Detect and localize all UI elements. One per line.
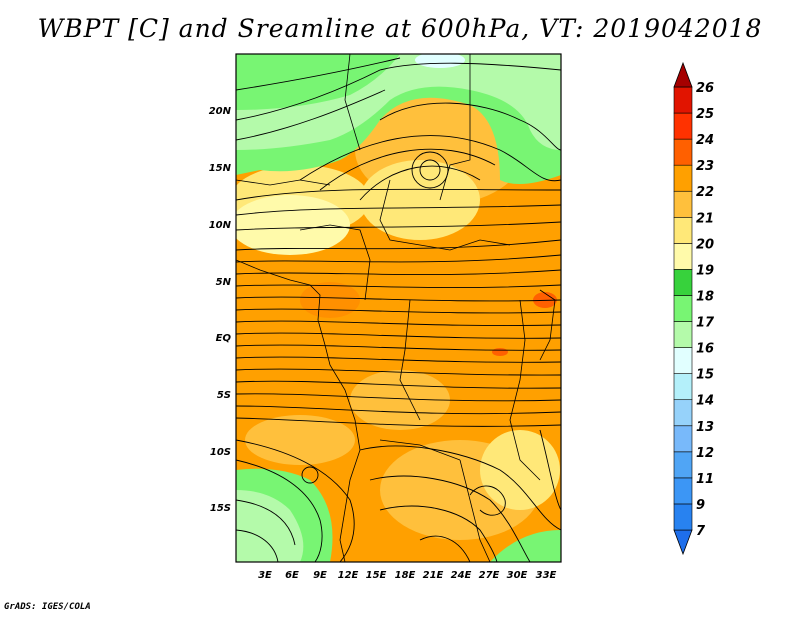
colorbar-label: 16 <box>696 342 714 357</box>
colorbar-label: 26 <box>696 81 714 96</box>
colorbar-segment <box>673 216 693 244</box>
colorbar-segment <box>673 243 693 270</box>
colorbar-label: 22 <box>696 185 714 200</box>
colorbar-label: 23 <box>696 159 714 174</box>
wbpt-field <box>236 54 561 562</box>
lon-label: 18E <box>395 570 416 581</box>
lon-axis: 3E 6E 9E 12E 15E 18E 21E 24E 27E 30E 33E <box>258 570 556 581</box>
lat-label: 20N <box>209 106 232 117</box>
colorbar-segment <box>673 503 693 531</box>
colorbar-segment <box>673 138 693 166</box>
chart-title: WBPT [C] and Sreamline at 600hPa, VT: 20… <box>37 14 763 43</box>
colorbar-segment <box>673 399 693 427</box>
colorbar-label: 13 <box>696 420 714 435</box>
colorbar-segment <box>673 112 693 140</box>
colorbar-label: 19 <box>696 263 714 278</box>
lon-label: 21E <box>423 570 444 581</box>
lon-label: 24E <box>451 570 472 581</box>
colorbar-segment <box>673 373 693 401</box>
colorbar-segment <box>673 425 693 453</box>
colorbar-segment <box>673 190 693 218</box>
colorbar-label: 14 <box>696 394 714 409</box>
colorbar-segment <box>673 164 693 192</box>
lon-label: 30E <box>507 570 528 581</box>
colorbar-segment <box>673 269 693 296</box>
lon-label: 9E <box>313 570 327 581</box>
colorbar-label: 17 <box>696 316 715 331</box>
lat-label: 10N <box>209 220 232 231</box>
colorbar-segment <box>673 529 693 556</box>
lat-label: 5N <box>216 277 232 288</box>
colorbar-label: 21 <box>696 211 714 226</box>
colorbar-label: 12 <box>696 446 714 461</box>
colorbar-label: 20 <box>696 237 714 252</box>
lon-label: 15E <box>366 570 387 581</box>
colorbar-segment <box>673 86 693 114</box>
country-borders <box>236 54 556 562</box>
colorbar-label: 7 <box>696 524 706 539</box>
colorbar-segment <box>673 347 693 374</box>
colorbar-label: 18 <box>696 289 714 304</box>
colorbar-segment <box>673 321 693 348</box>
map-frame <box>235 53 562 563</box>
lat-label: 5S <box>217 390 231 401</box>
colorbar: 7 9 11 12 13 14 15 16 17 18 19 20 21 22 23 24 25 26 <box>673 61 715 556</box>
colorbar-segment <box>673 61 693 88</box>
lat-axis: 20N 15N 10N 5N EQ 5S 10S 15S <box>209 106 232 514</box>
lat-label: 15N <box>209 163 232 174</box>
lat-label: 15S <box>210 503 231 514</box>
colorbar-label: 25 <box>696 107 714 122</box>
lon-label: 33E <box>536 570 557 581</box>
lat-label: 10S <box>210 447 231 458</box>
colorbar-label: 15 <box>696 368 714 383</box>
lon-label: 27E <box>479 570 500 581</box>
colorbar-segment <box>673 477 693 505</box>
lon-label: 12E <box>338 570 359 581</box>
colorbar-segment <box>673 451 693 479</box>
lon-label: 3E <box>258 570 272 581</box>
colorbar-segment <box>673 295 693 322</box>
lat-label: EQ <box>216 333 232 344</box>
colorbar-label: 24 <box>696 133 714 148</box>
colorbar-label: 9 <box>696 498 705 513</box>
credit-label: GrADS: IGES/COLA <box>4 602 91 612</box>
colorbar-label: 11 <box>696 472 714 487</box>
lon-label: 6E <box>285 570 299 581</box>
